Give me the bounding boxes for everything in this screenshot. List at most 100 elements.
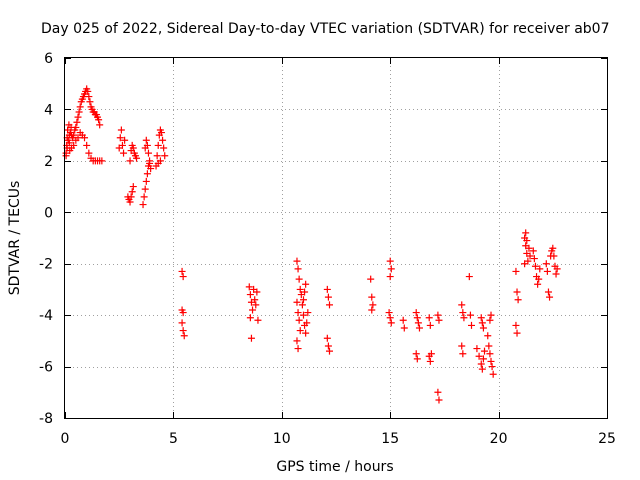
data-point [142, 136, 150, 144]
data-point [486, 316, 494, 324]
data-point [434, 311, 442, 319]
data-point [299, 311, 307, 319]
data-point [304, 309, 312, 317]
data-point [459, 309, 467, 317]
data-point [146, 159, 154, 167]
data-point [549, 244, 557, 252]
data-point [252, 301, 260, 309]
data-point [153, 152, 161, 160]
data-point [512, 321, 520, 329]
data-point [128, 188, 136, 196]
x-tick-label: 25 [598, 431, 616, 447]
data-point [386, 273, 394, 281]
data-point [536, 265, 544, 273]
data-point [62, 152, 70, 160]
data-point [84, 87, 92, 95]
grid [65, 58, 607, 418]
data-point [323, 334, 331, 342]
data-point [144, 149, 152, 157]
y-tick-label: 0 [44, 205, 53, 221]
data-point [178, 267, 186, 275]
data-point [161, 152, 169, 160]
data-point [66, 147, 74, 155]
x-axis-label: GPS time / hours [276, 459, 393, 475]
data-point [460, 314, 468, 322]
data-point [293, 298, 301, 306]
data-point [293, 337, 301, 345]
data-point [479, 355, 487, 363]
data-point [514, 296, 522, 304]
y-tick-label: -8 [39, 411, 53, 427]
data-point [179, 309, 187, 317]
data-point [544, 288, 552, 296]
data-point [179, 327, 187, 335]
data-point [523, 237, 531, 245]
data-point [529, 247, 537, 255]
data-point [387, 319, 395, 327]
data-point [140, 193, 148, 201]
data-point [86, 98, 94, 106]
data-point [253, 288, 261, 296]
data-point [245, 283, 253, 291]
data-point [303, 319, 311, 327]
data-point [121, 136, 129, 144]
data-point [129, 183, 137, 191]
data-point [249, 306, 257, 314]
data-point [488, 363, 496, 371]
data-points [62, 85, 561, 404]
data-point [143, 170, 151, 178]
x-tick-label: 10 [273, 431, 291, 447]
data-point [143, 141, 151, 149]
data-point [301, 288, 309, 296]
data-point [535, 275, 543, 283]
data-point [412, 350, 420, 358]
data-point [478, 319, 486, 327]
y-tick-label: 4 [44, 102, 53, 118]
data-point [489, 370, 497, 378]
data-point [458, 301, 466, 309]
data-point [324, 293, 332, 301]
data-point [298, 301, 306, 309]
data-point [76, 103, 84, 111]
data-point [513, 288, 521, 296]
data-point [126, 198, 134, 206]
data-point [399, 316, 407, 324]
data-point [294, 309, 302, 317]
plot-frame [64, 57, 608, 419]
data-point [126, 157, 134, 165]
data-point [468, 321, 475, 329]
data-point [295, 275, 303, 283]
data-point [487, 357, 495, 365]
data-point [67, 123, 75, 131]
data-point [521, 260, 529, 268]
data-point [481, 347, 489, 355]
data-point [325, 347, 333, 355]
y-tick-label: -6 [39, 360, 53, 376]
data-point [160, 144, 168, 152]
data-point [368, 306, 376, 314]
data-point [81, 134, 89, 142]
data-point [458, 342, 466, 350]
data-point [154, 141, 162, 149]
data-point [246, 291, 254, 299]
data-point [475, 352, 483, 360]
data-point [98, 157, 106, 165]
data-point [427, 350, 435, 358]
data-point [116, 134, 124, 142]
data-point [96, 121, 104, 129]
data-point [294, 345, 302, 353]
data-point [254, 316, 262, 324]
data-point [550, 252, 558, 260]
data-point [293, 257, 301, 265]
data-point [526, 252, 534, 260]
data-point [479, 324, 487, 332]
data-point [85, 93, 93, 101]
chart-title: Day 025 of 2022, Sidereal Day-to-day VTE… [41, 21, 610, 37]
data-point [522, 229, 530, 237]
data-point [386, 314, 394, 322]
x-tick-label: 15 [381, 431, 399, 447]
data-point [386, 257, 394, 265]
data-point [512, 267, 520, 275]
data-point [296, 327, 304, 335]
